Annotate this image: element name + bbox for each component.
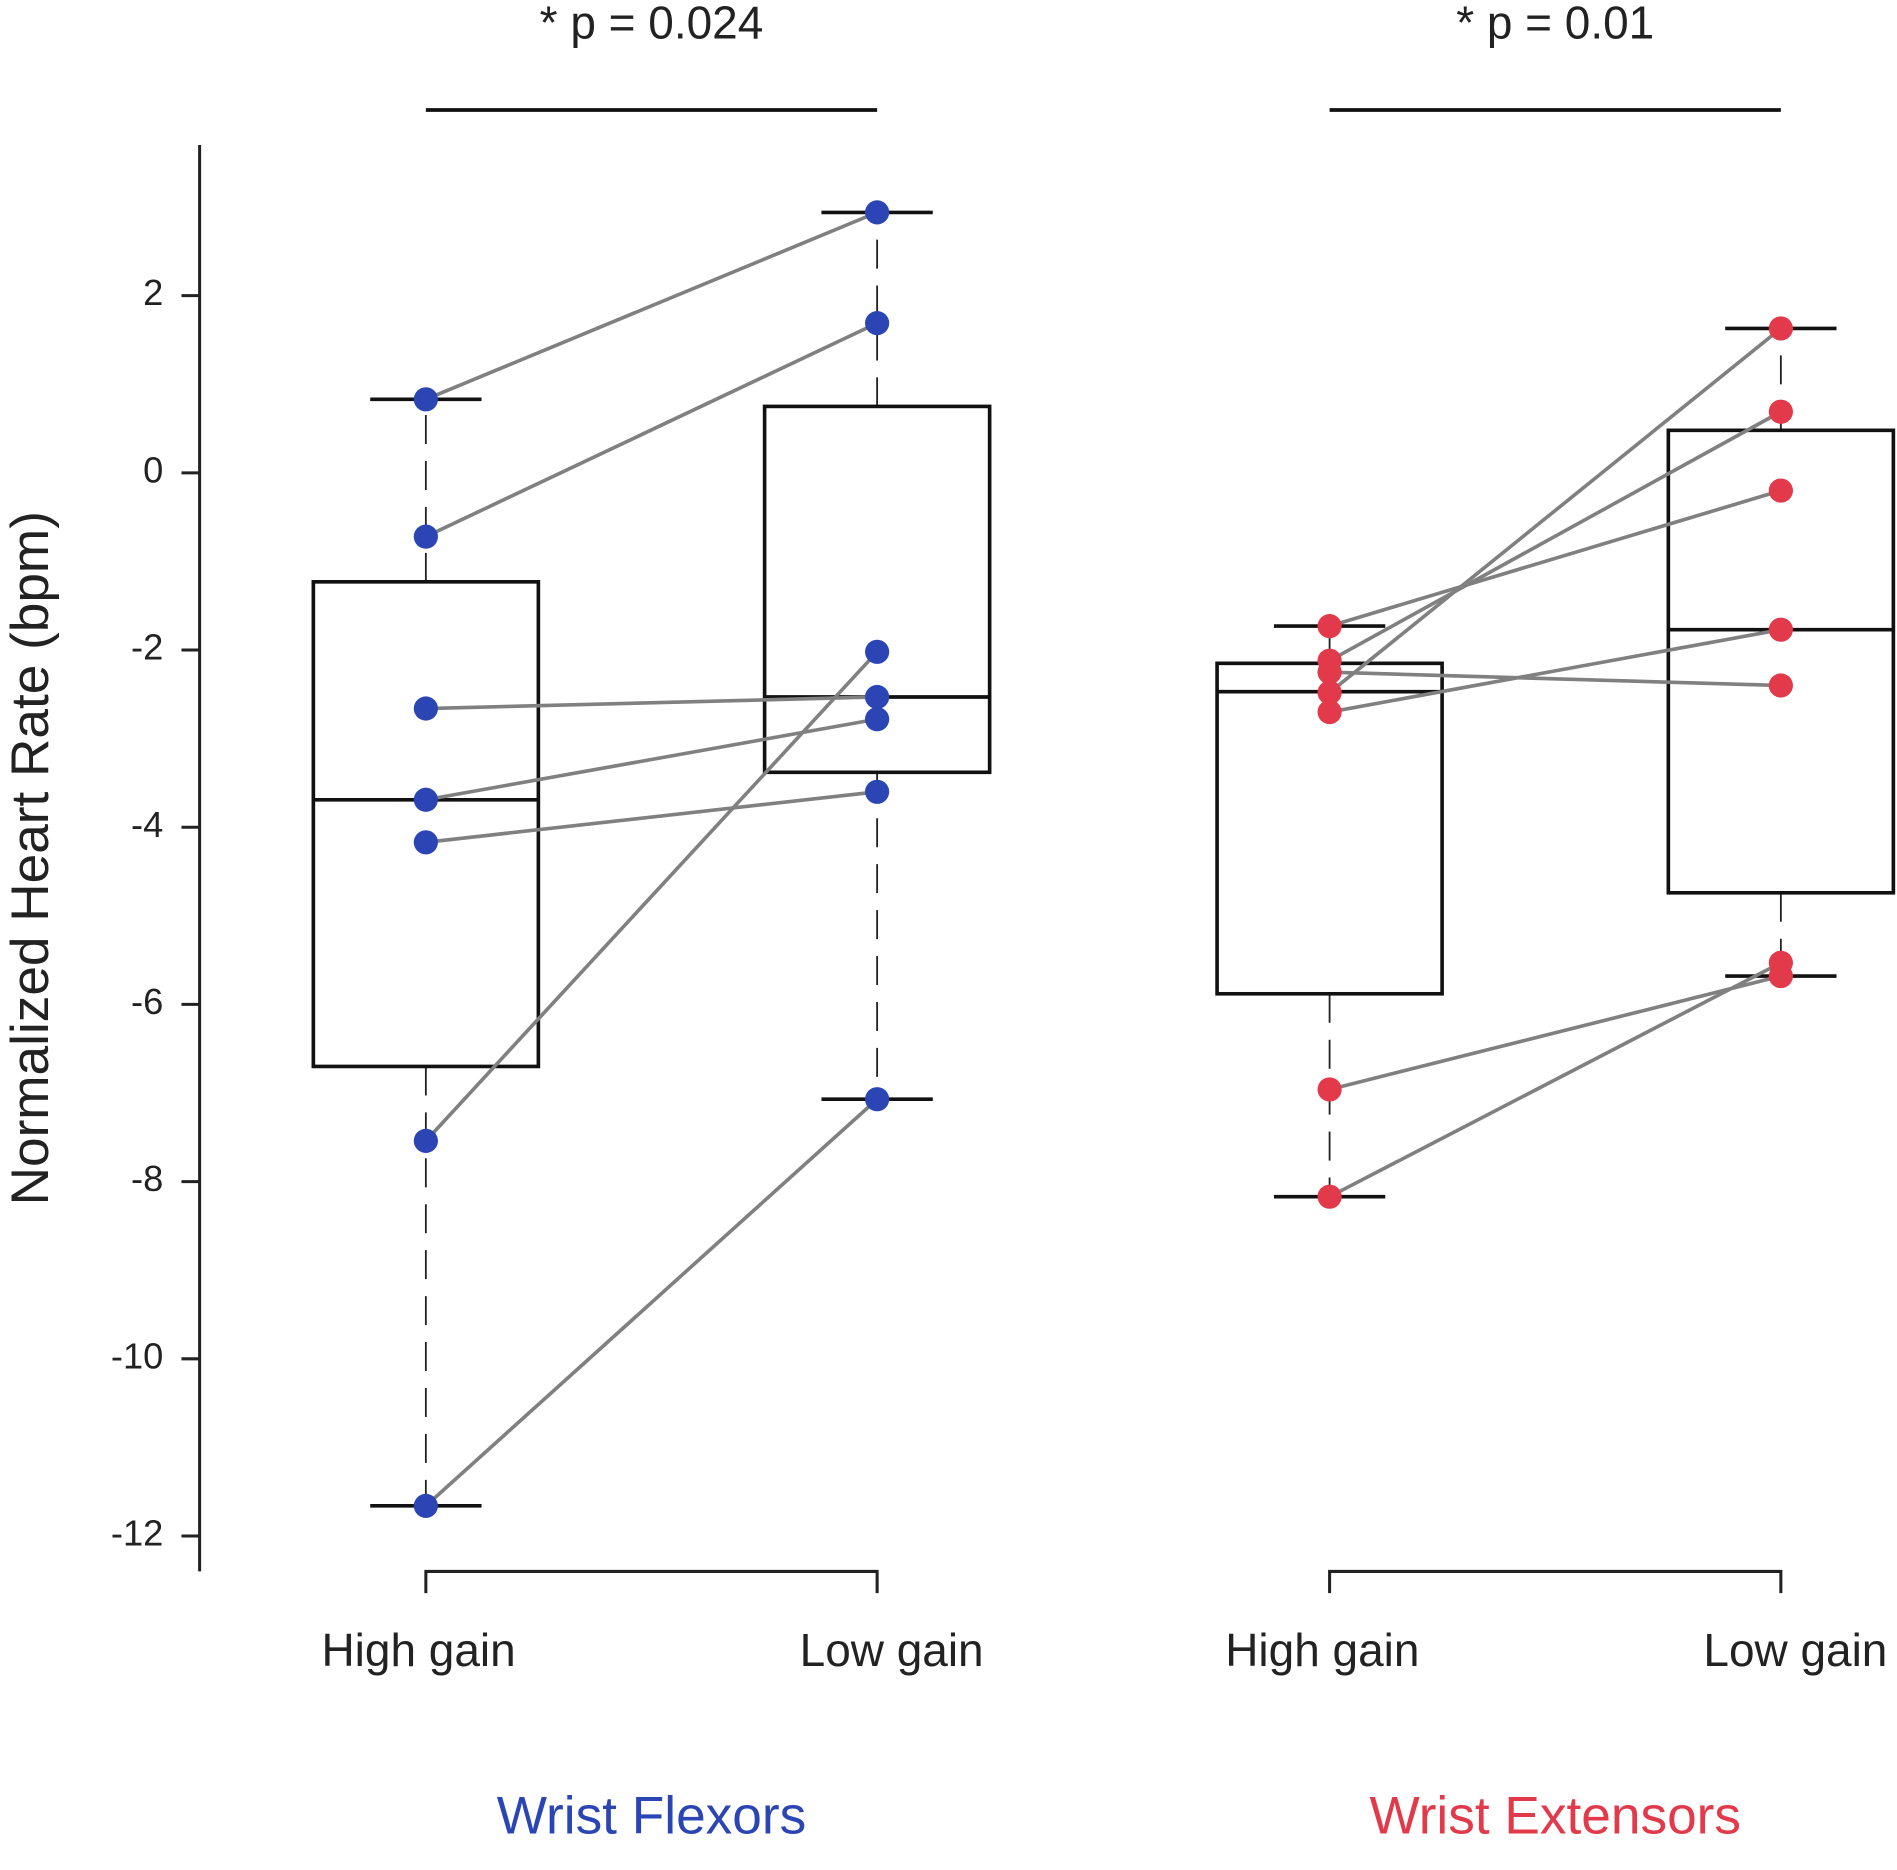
point [865, 639, 890, 664]
x-tick-label: Low gain [1703, 1624, 1887, 1676]
y-tick-label: -12 [111, 1513, 163, 1554]
group-label: Wrist Flexors [497, 1786, 806, 1845]
x-tick-label: High gain [322, 1624, 516, 1676]
pair-line [425, 321, 878, 539]
x-axis [1328, 1569, 1783, 1594]
point [1768, 950, 1793, 975]
point [413, 1128, 438, 1153]
point [413, 387, 438, 412]
point [1317, 1184, 1342, 1209]
y-tick-label: -8 [131, 1158, 163, 1199]
annotation: * p = 0.024 [540, 0, 764, 49]
y-tick-label: 2 [143, 272, 163, 313]
y-tick-label: -10 [111, 1335, 163, 1376]
point [1768, 673, 1793, 698]
pair-line [425, 695, 878, 711]
pair-line [1329, 974, 1782, 1092]
point [413, 1493, 438, 1518]
point [1768, 617, 1793, 642]
pair-line [425, 789, 878, 845]
pair-line [424, 1097, 879, 1508]
point [865, 200, 890, 225]
point [1317, 680, 1342, 705]
group-label: Wrist Extensors [1369, 1786, 1741, 1845]
y-tick-label: -6 [131, 981, 163, 1022]
point [1317, 660, 1342, 685]
point [1317, 699, 1342, 725]
point [413, 830, 438, 855]
y-tick-label: 0 [143, 449, 163, 490]
point [865, 779, 890, 804]
pair-line [1328, 327, 1782, 694]
x-tick-label: Low gain [800, 1624, 984, 1676]
pair-line [1328, 410, 1782, 663]
annotation: * p = 0.01 [1456, 0, 1654, 49]
y-tick-label: -2 [131, 627, 163, 668]
point [865, 311, 890, 336]
point [865, 1087, 890, 1112]
pair-line [1329, 670, 1781, 688]
point [1768, 316, 1793, 341]
point [413, 696, 438, 721]
box [311, 580, 541, 1069]
x-axis [424, 1569, 879, 1594]
pair-line [1329, 488, 1782, 628]
y-axis-label: Normalized Heart Rate (bpm) [1, 511, 60, 1205]
point [865, 684, 890, 710]
y-tick-label: -4 [131, 804, 163, 845]
point [413, 524, 438, 549]
point [1317, 1077, 1342, 1102]
point [865, 707, 890, 732]
point [1768, 478, 1793, 503]
point [1768, 399, 1793, 424]
box [1666, 428, 1896, 895]
pair-line [425, 210, 878, 401]
pair-line [1328, 961, 1782, 1199]
pair-line [1329, 627, 1782, 714]
point [413, 787, 438, 812]
x-tick-label: High gain [1225, 1624, 1419, 1676]
pair-line [424, 650, 879, 1143]
point [1317, 614, 1342, 639]
